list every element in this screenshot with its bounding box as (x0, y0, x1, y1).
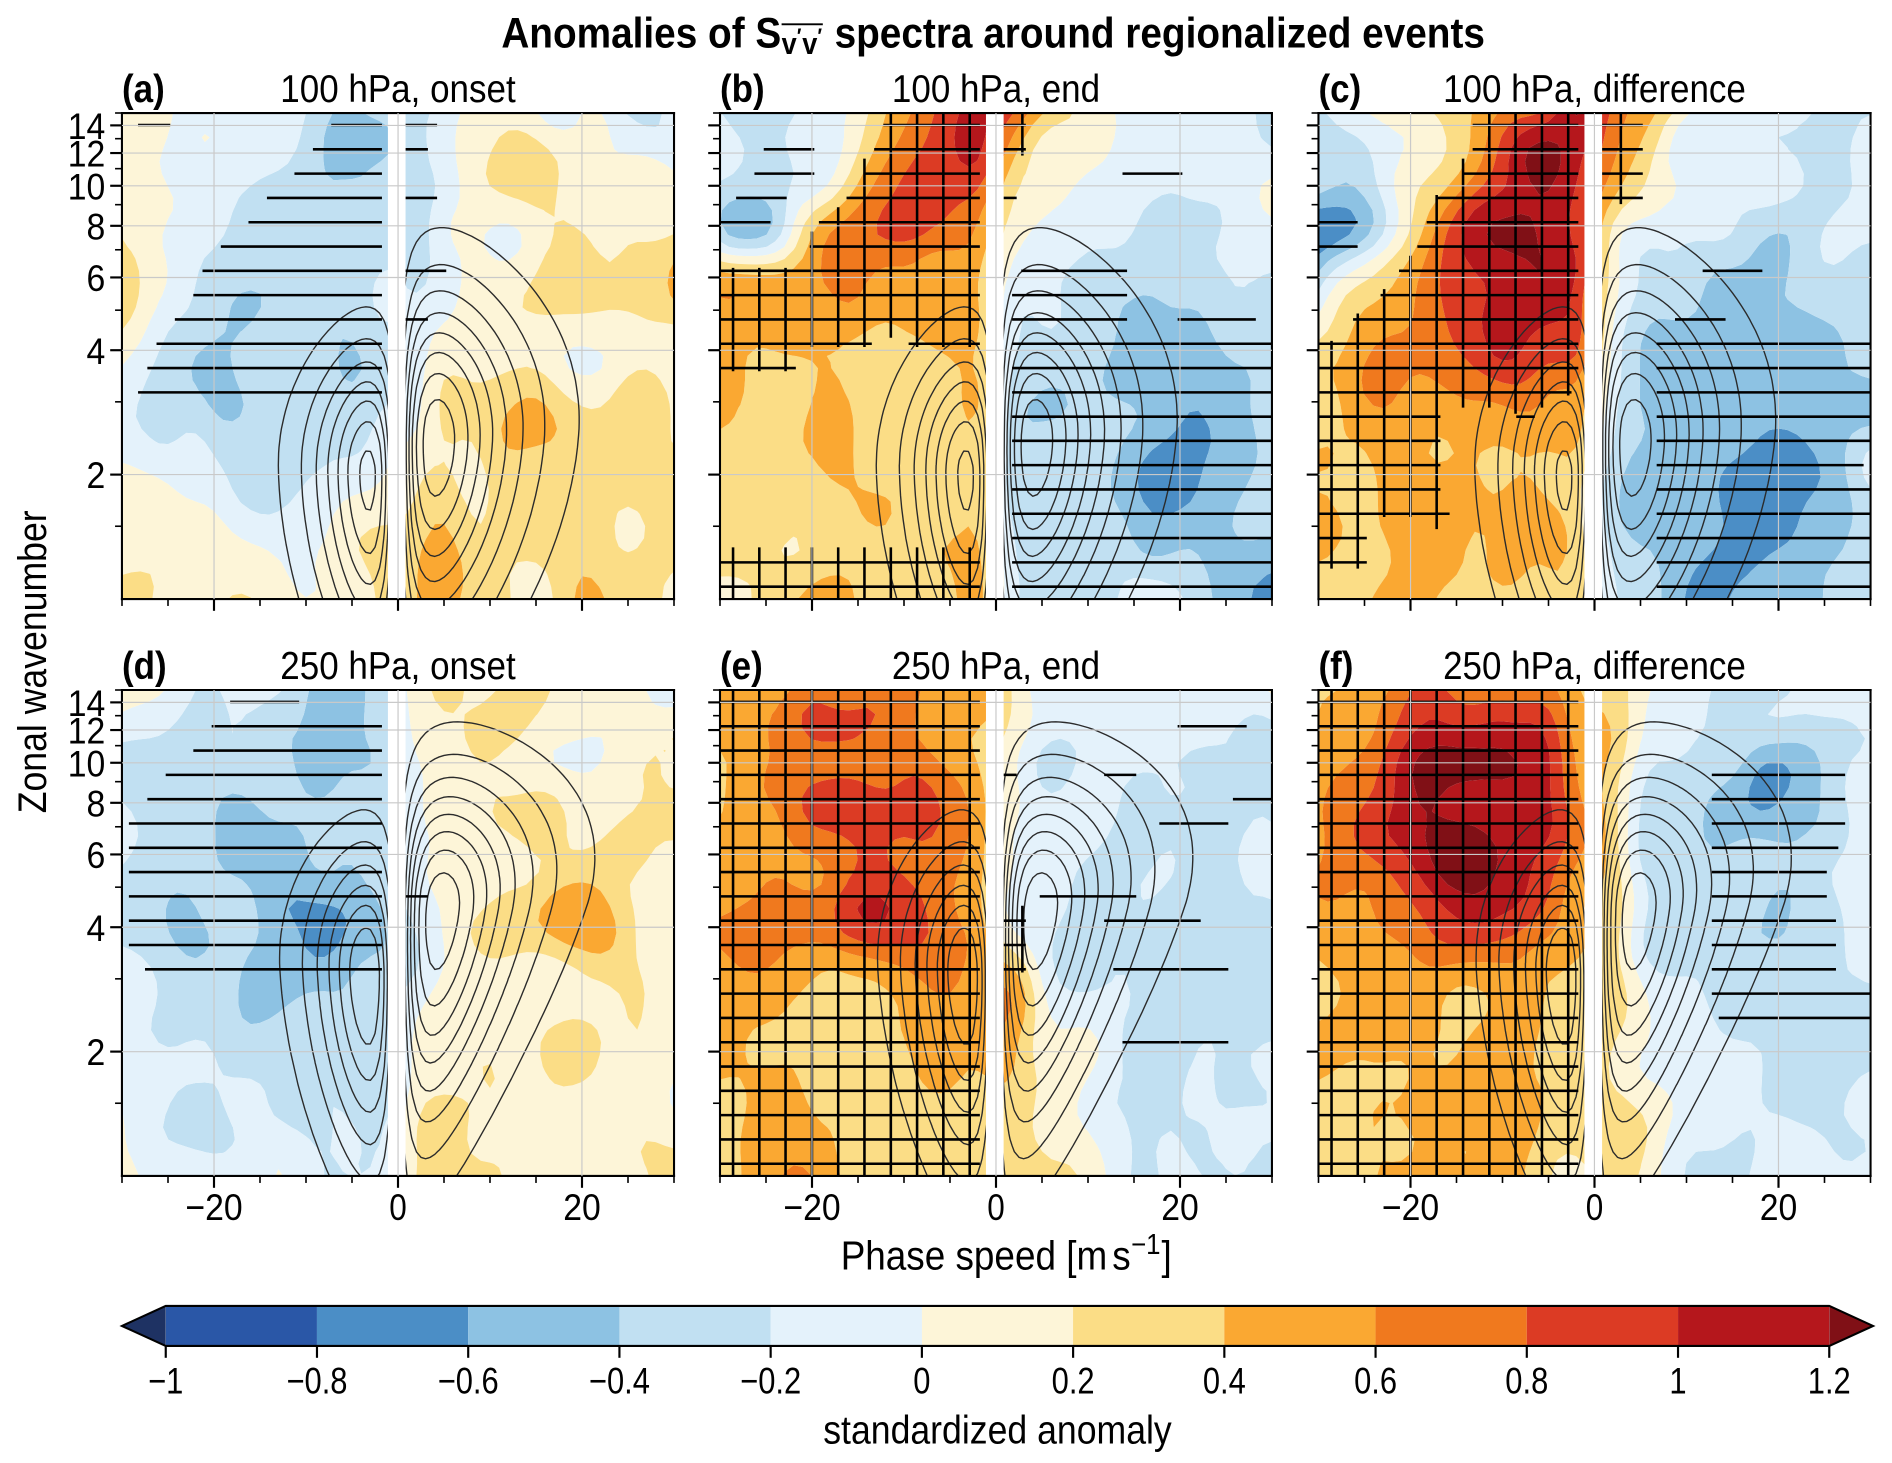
svg-text:20: 20 (563, 1186, 601, 1228)
svg-text:−0.2: −0.2 (740, 1361, 801, 1402)
svg-text:−20: −20 (783, 1186, 840, 1228)
svg-text:(a): (a) (122, 68, 165, 111)
svg-text:0.2: 0.2 (1052, 1361, 1095, 1402)
svg-text:0.6: 0.6 (1354, 1361, 1397, 1402)
svg-text:4: 4 (87, 907, 106, 949)
svg-text:(b): (b) (720, 68, 765, 111)
svg-text:A n o m a: A n o m a l i e s o f S s p e c t r a a … (501, 8, 1490, 61)
svg-text:20: 20 (1760, 1186, 1798, 1228)
svg-text:0: 0 (913, 1361, 930, 1402)
svg-text:−20: −20 (1382, 1186, 1439, 1228)
svg-text:100 hPa, end: 100 hPa, end (892, 68, 1100, 111)
svg-text:−0.8: −0.8 (286, 1361, 347, 1402)
svg-text:(d): (d) (122, 645, 167, 688)
svg-text:(f): (f) (1319, 645, 1354, 688)
svg-text:2: 2 (87, 454, 106, 496)
svg-text:100 hPa, onset: 100 hPa, onset (280, 68, 516, 111)
svg-text:4: 4 (87, 330, 106, 372)
svg-text:10: 10 (68, 742, 106, 784)
svg-text:−1: −1 (148, 1361, 183, 1402)
svg-text:0: 0 (1586, 1186, 1604, 1228)
svg-text:8: 8 (87, 205, 106, 247)
svg-text:−0.4: −0.4 (589, 1361, 650, 1402)
svg-text:6: 6 (87, 834, 106, 876)
svg-text:0.4: 0.4 (1203, 1361, 1246, 1402)
svg-text:6: 6 (87, 257, 106, 299)
svg-text:−20: −20 (185, 1186, 242, 1228)
svg-text:100 hPa, difference: 100 hPa, difference (1443, 68, 1746, 111)
svg-text:0: 0 (389, 1186, 407, 1228)
svg-text:250 hPa, end: 250 hPa, end (892, 645, 1100, 688)
svg-text:8: 8 (87, 782, 106, 824)
svg-text:Zonal wavenumber: Zonal wavenumber (11, 510, 55, 813)
svg-text:0: 0 (987, 1186, 1005, 1228)
svg-text:12: 12 (68, 710, 106, 752)
svg-text:14: 14 (68, 682, 106, 724)
svg-text:−0.6: −0.6 (438, 1361, 499, 1402)
svg-text:10: 10 (68, 165, 106, 207)
svg-text:(c): (c) (1319, 68, 1362, 111)
svg-text:P h a s e: P h a s e s p e e d [ m s ] − 1 (841, 1228, 1177, 1279)
svg-text:1: 1 (1669, 1361, 1686, 1402)
svg-text:1.2: 1.2 (1808, 1361, 1851, 1402)
svg-text:250 hPa, difference: 250 hPa, difference (1443, 645, 1746, 688)
svg-text:standardized anomaly: standardized anomaly (823, 1409, 1172, 1453)
svg-text:250 hPa, onset: 250 hPa, onset (280, 645, 516, 688)
svg-text:(e): (e) (720, 645, 763, 688)
svg-text:12: 12 (68, 133, 106, 175)
svg-text:2: 2 (87, 1031, 106, 1073)
svg-text:14: 14 (68, 105, 106, 147)
svg-text:0.8: 0.8 (1505, 1361, 1548, 1402)
svg-text:20: 20 (1161, 1186, 1199, 1228)
